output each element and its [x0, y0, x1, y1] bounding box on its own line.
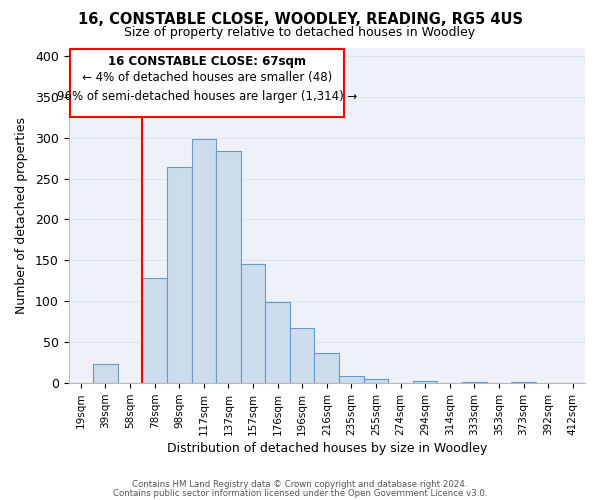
Bar — [364, 379, 388, 383]
Text: 96% of semi-detached houses are larger (1,314) →: 96% of semi-detached houses are larger (… — [56, 90, 357, 103]
Bar — [241, 264, 265, 383]
X-axis label: Distribution of detached houses by size in Woodley: Distribution of detached houses by size … — [167, 442, 487, 455]
Bar — [93, 364, 118, 383]
Text: ← 4% of detached houses are smaller (48): ← 4% of detached houses are smaller (48) — [82, 72, 332, 85]
Text: 16, CONSTABLE CLOSE, WOODLEY, READING, RG5 4US: 16, CONSTABLE CLOSE, WOODLEY, READING, R… — [77, 12, 523, 28]
Bar — [339, 376, 364, 383]
Bar — [511, 382, 536, 383]
Bar — [290, 328, 314, 383]
Y-axis label: Number of detached properties: Number of detached properties — [15, 117, 28, 314]
Bar — [265, 302, 290, 383]
Text: Size of property relative to detached houses in Woodley: Size of property relative to detached ho… — [124, 26, 476, 39]
Bar — [191, 139, 216, 383]
Bar — [142, 278, 167, 383]
Text: Contains public sector information licensed under the Open Government Licence v3: Contains public sector information licen… — [113, 488, 487, 498]
FancyBboxPatch shape — [70, 49, 344, 117]
Bar — [314, 353, 339, 383]
Text: Contains HM Land Registry data © Crown copyright and database right 2024.: Contains HM Land Registry data © Crown c… — [132, 480, 468, 489]
Bar — [216, 152, 241, 383]
Bar — [167, 167, 191, 383]
Bar — [413, 381, 437, 383]
Text: 16 CONSTABLE CLOSE: 67sqm: 16 CONSTABLE CLOSE: 67sqm — [108, 55, 306, 68]
Bar — [462, 382, 487, 383]
